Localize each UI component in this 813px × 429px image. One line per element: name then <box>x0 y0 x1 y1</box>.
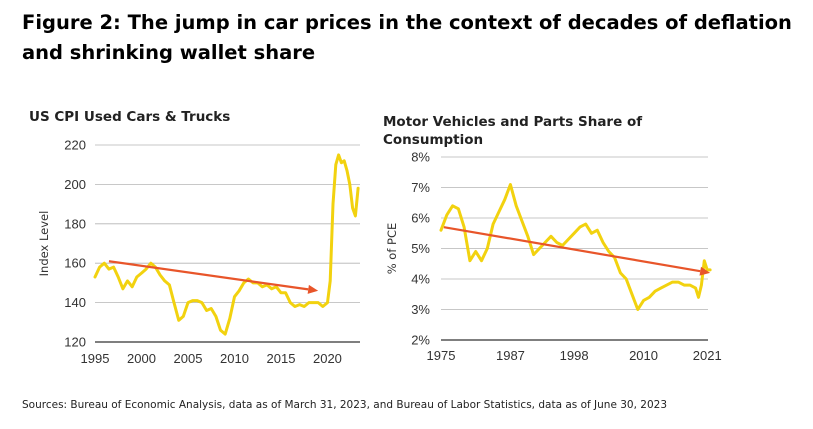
left-trend-line <box>108 260 309 291</box>
right-y-tick-label: 8% <box>411 150 430 165</box>
left-x-tick-label: 1995 <box>81 351 110 366</box>
left-x-tick-label: 2000 <box>127 351 156 366</box>
right-chart-title: Motor Vehicles and Parts Share of Consum… <box>383 114 643 148</box>
right-chart: 2% 3% 4% 5% 6% 7% 8% 1975 1987 1998 2010 2021 % of P… <box>385 150 722 364</box>
right-y-tick-label: 3% <box>411 302 430 317</box>
right-trend-line <box>443 226 701 273</box>
left-x-tick-label: 2005 <box>174 351 203 366</box>
right-y-tick-label: 6% <box>411 211 430 226</box>
left-x-tick-label: 2010 <box>220 351 249 366</box>
left-trend-arrowhead <box>307 284 319 294</box>
right-y-tick-label: 7% <box>411 180 430 195</box>
left-y-axis-label: Index Level <box>37 211 51 277</box>
figure-title: Figure 2: The jump in car prices in the … <box>22 11 792 64</box>
right-x-tick-label: 1975 <box>427 348 456 363</box>
left-y-tick-label: 180 <box>64 216 86 231</box>
right-y-axis-label: % of PCE <box>385 223 399 275</box>
right-y-tick-label: 2% <box>411 333 430 348</box>
right-series-line <box>439 183 712 311</box>
left-y-tick-label: 120 <box>64 335 86 350</box>
left-y-tick-label: 220 <box>64 138 86 153</box>
left-chart-title: US CPI Used Cars & Trucks <box>29 109 231 125</box>
left-chart: 120 140 160 180 200 220 1995 2000 2005 2010 2015 20… <box>37 138 360 366</box>
left-x-tick-label: 2015 <box>267 351 296 366</box>
right-trend-arrowhead <box>699 266 711 276</box>
right-x-tick-label: 2021 <box>693 348 722 363</box>
right-x-tick-label: 1998 <box>560 348 589 363</box>
right-x-tick-label: 2010 <box>629 348 658 363</box>
source-note: Sources: Bureau of Economic Analysis, da… <box>22 399 668 411</box>
right-x-tick-label: 1987 <box>496 348 525 363</box>
right-y-tick-label: 5% <box>411 241 430 256</box>
right-y-tick-label: 4% <box>411 272 430 287</box>
left-y-tick-label: 160 <box>64 256 86 271</box>
left-series-line <box>93 153 360 336</box>
left-y-tick-label: 140 <box>64 295 86 310</box>
left-y-tick-label: 200 <box>64 177 86 192</box>
left-x-tick-label: 2020 <box>313 351 342 366</box>
